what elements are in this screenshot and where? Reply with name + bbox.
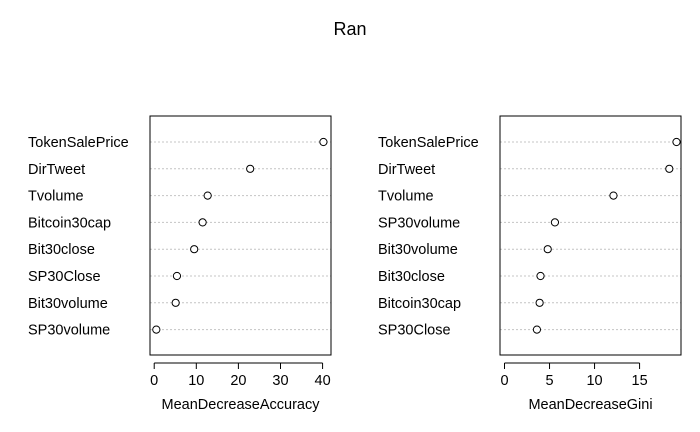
category-label: Tvolume: [378, 189, 434, 205]
data-point: [319, 137, 328, 147]
category-label: Bitcoin30cap: [28, 215, 111, 231]
category-label: DirTweet: [28, 162, 85, 178]
x-axis-title: MeanDecreaseGini: [528, 397, 652, 413]
x-tick-label: 30: [272, 373, 288, 389]
x-tick-label: 5: [545, 373, 553, 389]
category-label: TokenSalePrice: [28, 135, 129, 151]
category-label: SP30volume: [28, 323, 110, 339]
x-tick-label: 20: [230, 373, 246, 389]
chart-title: Ran: [333, 19, 366, 39]
x-tick-label: 40: [315, 373, 331, 389]
x-tick-label: 15: [632, 373, 648, 389]
data-point: [246, 164, 255, 173]
data-point: [171, 298, 180, 307]
panel-mean-decrease-gini: TokenSalePrice DirTweet Tvolume SP30volume B…: [378, 115, 682, 413]
data-point: [609, 191, 618, 200]
category-label: Bit30close: [28, 242, 95, 258]
category-label: DirTweet: [378, 162, 435, 178]
data-point: [550, 218, 560, 227]
category-label: SP30Close: [378, 323, 451, 339]
category-label: Bit30volume: [28, 296, 108, 312]
data-point: [172, 271, 182, 281]
x-tick-label: 10: [586, 373, 602, 389]
category-label: SP30volume: [378, 215, 460, 231]
x-tick-label: 0: [150, 373, 158, 389]
category-label: Bit30volume: [378, 242, 458, 258]
data-point: [535, 298, 544, 307]
panel-mean-decrease-accuracy: TokenSalePrice DirTweet Tvolume Bitcoin30ca…: [28, 115, 332, 413]
data-point: [198, 218, 207, 227]
x-tick-label: 0: [500, 373, 508, 389]
data-point: [543, 245, 552, 254]
data-point: [190, 245, 199, 254]
data-point: [203, 191, 212, 200]
plot-frame: [499, 115, 682, 356]
data-point: [152, 325, 161, 334]
category-label: Bit30close: [378, 269, 445, 285]
data-point: [536, 271, 545, 281]
x-axis-title: MeanDecreaseAccuracy: [162, 397, 321, 413]
category-label: TokenSalePrice: [378, 135, 479, 151]
data-point: [672, 137, 681, 147]
data-point: [532, 325, 542, 334]
category-label: Bitcoin30cap: [378, 296, 461, 312]
x-tick-label: 10: [188, 373, 204, 389]
category-label: Tvolume: [28, 189, 84, 205]
plot-frame: [149, 115, 332, 356]
data-point: [665, 164, 674, 173]
category-label: SP30Close: [28, 269, 101, 285]
